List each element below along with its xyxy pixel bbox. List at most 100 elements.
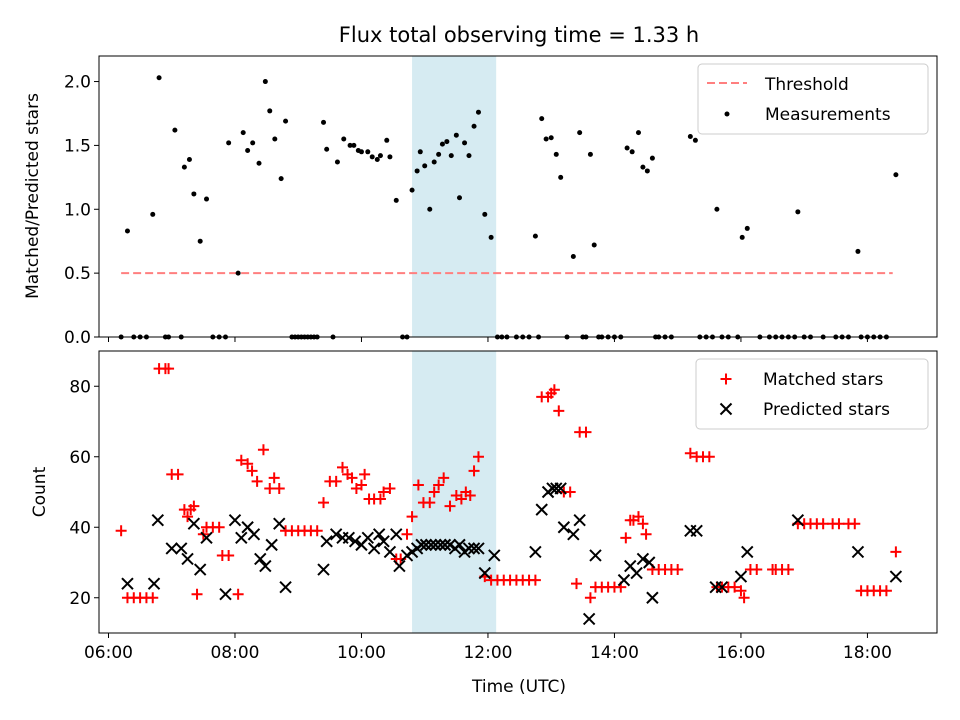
- matched-star-point: [468, 465, 480, 477]
- measurement-point: [587, 151, 593, 157]
- measurement-point: [558, 174, 564, 180]
- measurement-point: [453, 132, 459, 138]
- bottom-legend: Matched stars Predicted stars: [695, 358, 929, 430]
- matched-star-point: [268, 472, 280, 484]
- matched-star-point: [571, 578, 583, 590]
- y-tick-label: 0.0: [64, 328, 91, 348]
- legend-matched-marker: [720, 373, 732, 385]
- predicted-star-point: [383, 545, 397, 559]
- measurement-point: [624, 145, 630, 151]
- matched-star-point: [273, 482, 285, 494]
- predicted-star-point: [317, 563, 330, 576]
- predicted-star-point: [181, 552, 194, 566]
- measurement-point: [377, 153, 383, 159]
- y-tick-label: 80: [69, 377, 91, 397]
- measurement-point: [197, 238, 203, 244]
- x-tick-label: 12:00: [463, 643, 512, 663]
- measurement-point: [532, 233, 538, 239]
- predicted-star-point: [557, 521, 571, 534]
- predicted-star-point: [279, 580, 292, 594]
- predicted-star-point: [791, 513, 805, 527]
- predicted-star-point: [147, 577, 161, 590]
- predicted-star-point: [715, 580, 729, 594]
- top-x-ticks: [107, 337, 868, 342]
- bottom-panel: 20 40 60 80 06:00 08:00 10:00 12:00 14:00 16:00 1…: [30, 350, 938, 697]
- matched-star-point: [738, 592, 750, 604]
- top-highlight-span: [412, 56, 497, 337]
- matched-star-point: [672, 564, 684, 576]
- measurement-point: [422, 163, 428, 169]
- measurement-point: [488, 234, 494, 240]
- predicted-star-point: [741, 545, 754, 559]
- predicted-star-point: [342, 531, 356, 545]
- x-tick-label: 16:00: [716, 643, 765, 663]
- predicted-star-point: [851, 545, 865, 559]
- y-tick-label: 60: [69, 448, 91, 468]
- measurement-point: [692, 137, 698, 143]
- bottom-x-ticks: 06:00 08:00 10:00 12:00 14:00 16:00 18:00: [84, 633, 892, 663]
- top-axes-frame: [98, 55, 938, 338]
- measurement-point: [448, 153, 454, 159]
- measurement-point: [172, 127, 178, 133]
- matched-star-point: [580, 426, 592, 438]
- measurement-point: [687, 133, 693, 139]
- x-tick-label: 10:00: [337, 643, 386, 663]
- matched-star-point: [384, 482, 396, 494]
- measurement-point: [262, 79, 268, 85]
- predicted-star-point: [361, 531, 374, 545]
- matched-star-point: [242, 458, 254, 470]
- predicted-star-point: [889, 570, 903, 583]
- legend-measurements-label: Measurements: [765, 105, 891, 125]
- measurement-point: [358, 149, 364, 155]
- predicted-star-point: [265, 538, 278, 552]
- matched-star-point: [684, 447, 696, 459]
- top-y-axis-label: Matched/Predicted stars: [23, 93, 43, 299]
- measurement-point: [150, 211, 156, 217]
- measurement-point: [427, 206, 433, 212]
- predicted-star-point: [121, 577, 134, 590]
- y-tick-label: 0.5: [64, 264, 91, 284]
- measurement-point: [369, 154, 375, 160]
- matched-star-point: [311, 525, 323, 537]
- measurement-point: [553, 151, 559, 157]
- measurement-point: [475, 109, 481, 115]
- measurement-point: [543, 136, 549, 142]
- measurement-point: [324, 146, 330, 152]
- matched-star-point: [235, 454, 247, 466]
- matched-star-point: [444, 500, 456, 512]
- measurement-point: [204, 196, 210, 202]
- predicted-star-point: [390, 528, 403, 541]
- x-tick-label: 08:00: [210, 643, 259, 663]
- matched-star-point: [890, 546, 902, 558]
- top-legend: Threshold Measurements: [697, 63, 929, 135]
- measurement-point: [714, 206, 720, 212]
- measurement-point: [351, 142, 357, 148]
- measurement-point: [124, 228, 130, 234]
- matched-star-point: [433, 479, 445, 491]
- measurement-point: [417, 149, 423, 155]
- predicted-star-point: [393, 559, 406, 573]
- measurement-point: [341, 136, 347, 142]
- measurement-point: [436, 151, 442, 157]
- predicted-star-point: [734, 570, 748, 583]
- predicted-star-point: [372, 528, 386, 541]
- predicted-star-point: [320, 535, 333, 548]
- predicted-star-point: [329, 528, 343, 541]
- matched-star-point: [428, 486, 440, 498]
- predicted-star-point: [617, 573, 631, 587]
- predicted-star-point: [529, 545, 542, 559]
- matched-star-point: [172, 468, 184, 480]
- predicted-star-point: [219, 588, 232, 601]
- matched-star-point: [191, 588, 203, 600]
- measurement-point: [245, 148, 251, 154]
- measurement-point: [181, 164, 187, 170]
- matched-star-point: [548, 384, 560, 396]
- matched-star-point: [782, 564, 794, 576]
- bottom-axes-frame: [98, 350, 938, 634]
- matched-star-point: [438, 472, 450, 484]
- legend-threshold-label: Threshold: [764, 75, 849, 95]
- matched-star-point: [346, 472, 358, 484]
- matched-star-point: [318, 497, 330, 509]
- y-tick-label: 1.5: [64, 136, 91, 156]
- predicted-star-point: [165, 542, 178, 555]
